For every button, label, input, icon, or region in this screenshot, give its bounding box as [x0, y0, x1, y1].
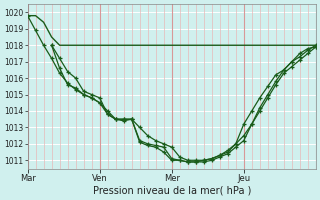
X-axis label: Pression niveau de la mer( hPa ): Pression niveau de la mer( hPa ): [92, 186, 251, 196]
